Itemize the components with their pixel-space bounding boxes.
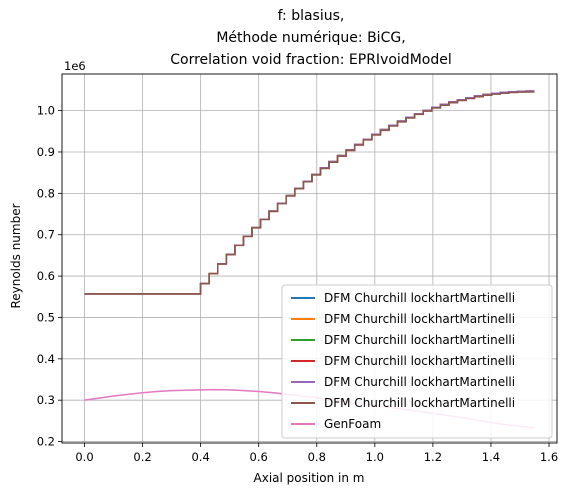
x-tick-label: 0.0 bbox=[75, 450, 93, 464]
y-tick-label: 0.7 bbox=[37, 228, 55, 242]
y-tick-label: 0.2 bbox=[37, 435, 55, 449]
y-tick-label: 0.5 bbox=[37, 310, 55, 324]
y-tick-label: 0.8 bbox=[37, 186, 55, 200]
legend-entry: DFM Churchill lockhartMartinelli bbox=[324, 291, 515, 305]
y-tick-label: 0.6 bbox=[37, 269, 55, 283]
y-axis-label: Reynolds number bbox=[9, 203, 23, 308]
series-line-3 bbox=[85, 91, 535, 294]
y-tick-label: 0.3 bbox=[37, 393, 55, 407]
x-axis-label: Axial position in m bbox=[254, 471, 365, 485]
x-tick-label: 0.6 bbox=[250, 450, 268, 464]
x-tick-label: 0.2 bbox=[133, 450, 151, 464]
series-line-6 bbox=[85, 92, 535, 294]
title-line-1: f: blasius, bbox=[278, 8, 345, 24]
legend: DFM Churchill lockhartMartinelli DFM Chur… bbox=[282, 285, 552, 438]
series-line-1 bbox=[85, 91, 535, 294]
series-line-5 bbox=[85, 91, 535, 294]
title-line-2: Méthode numérique: BiCG, bbox=[216, 30, 405, 46]
y-offset-label: 1e6 bbox=[64, 59, 86, 73]
x-tick-label: 1.4 bbox=[482, 450, 500, 464]
x-axis-ticks: 0.0 0.2 0.4 0.6 0.8 1.0 1.2 1.4 1.6 bbox=[75, 443, 558, 464]
legend-entry: GenFoam bbox=[324, 417, 381, 431]
legend-entry: DFM Churchill lockhartMartinelli bbox=[324, 375, 515, 389]
series-line-4 bbox=[85, 91, 535, 294]
chart-title: f: blasius, Méthode numérique: BiCG, Cor… bbox=[170, 8, 451, 68]
x-tick-label: 0.8 bbox=[308, 450, 326, 464]
y-tick-label: 0.9 bbox=[37, 145, 55, 159]
x-tick-label: 0.4 bbox=[191, 450, 209, 464]
y-tick-label: 1.0 bbox=[37, 104, 55, 118]
title-line-3: Correlation void fraction: EPRIvoidModel bbox=[170, 52, 451, 68]
series-line-2 bbox=[85, 91, 535, 294]
legend-entry: DFM Churchill lockhartMartinelli bbox=[324, 333, 515, 347]
x-tick-label: 1.6 bbox=[540, 450, 558, 464]
legend-entry: DFM Churchill lockhartMartinelli bbox=[324, 396, 515, 410]
legend-entry: DFM Churchill lockhartMartinelli bbox=[324, 354, 515, 368]
y-tick-label: 0.4 bbox=[37, 352, 55, 366]
y-axis-ticks: 0.2 0.3 0.4 0.5 0.6 0.7 0.8 0.9 1.0 bbox=[37, 104, 62, 449]
x-tick-label: 1.0 bbox=[366, 450, 384, 464]
legend-entry: DFM Churchill lockhartMartinelli bbox=[324, 312, 515, 326]
x-tick-label: 1.2 bbox=[424, 450, 442, 464]
